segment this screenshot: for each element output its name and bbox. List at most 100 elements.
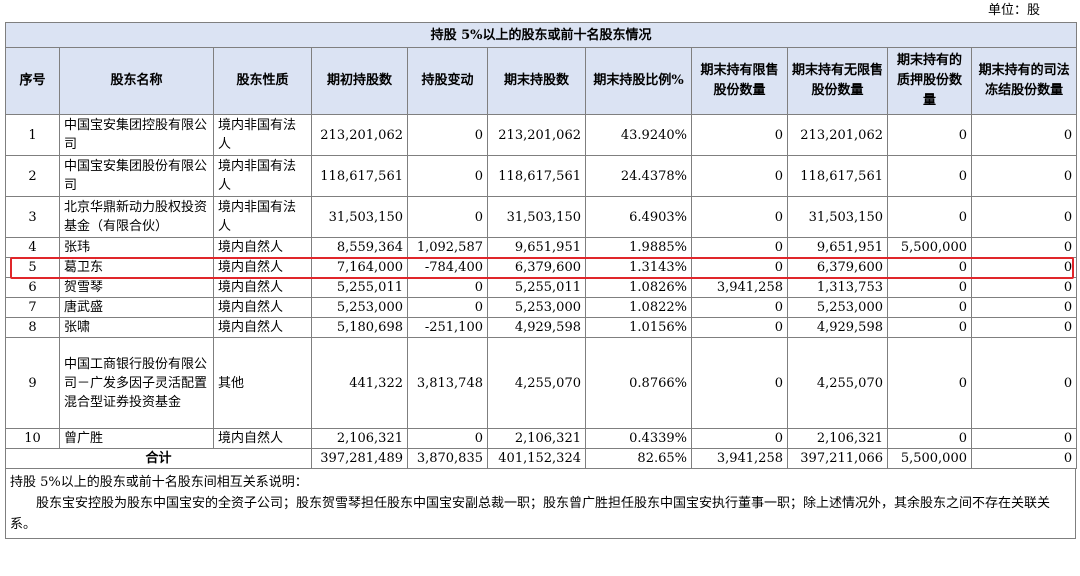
table-cell: 441,322 [311,337,408,429]
table-cell: 0 [970,337,1078,429]
table-row: 8 张啸 境内自然人 5,180,698 -251,100 4,929,598 1.0156… [5,317,1078,338]
table-cell: 0 [407,114,488,156]
table-cell: 4,929,598 [487,317,586,338]
table-cell: 0 [970,277,1078,298]
table-cell: 北京华鼎新动力股权投资基金（有限合伙） [59,196,214,238]
table-cell: 0 [887,257,972,278]
table-cell: 3 [5,196,60,238]
table-cell: 2 [5,155,60,197]
table-cell: 5,253,000 [311,297,408,318]
table-cell: 0 [407,196,488,238]
table-cell: 0 [407,155,488,197]
table-cell: 境内自然人 [213,257,312,278]
column-header: 股东性质 [213,47,312,115]
table-cell: 0.4339% [585,428,692,449]
table-row: 7 唐武盛 境内自然人 5,253,000 0 5,253,000 1.0822% 0 5,25… [5,297,1078,318]
table-cell: 1.0156% [585,317,692,338]
table-cell: 4,255,070 [487,337,586,429]
table-cell: -251,100 [407,317,488,338]
table-cell: 境内自然人 [213,277,312,298]
table-cell: 118,617,561 [787,155,888,197]
table-cell: 4,929,598 [787,317,888,338]
note-title: 持股 5%以上的股东或前十名股东间相互关系说明： [10,475,308,490]
table-cell: 中国宝安集团控股有限公司 [59,114,214,156]
table-cell: 5,500,000 [887,237,972,258]
table-cell: 0 [691,428,788,449]
total-cell: 397,211,066 [787,448,888,469]
total-cell: 5,500,000 [887,448,972,469]
table-row: 2 中国宝安集团股份有限公司 境内非国有法人 118,617,561 0 118,617,… [5,155,1078,197]
table-cell: 0 [970,237,1078,258]
table-row: 3 北京华鼎新动力股权投资基金（有限合伙） 境内非国有法人 31,503,150 0 31… [5,196,1078,238]
table-cell: 31,503,150 [311,196,408,238]
table-cell: 0 [691,155,788,197]
table-cell: 118,617,561 [311,155,408,197]
table-cell: 31,503,150 [487,196,586,238]
total-cell: 397,281,489 [311,448,408,469]
table-cell: 其他 [213,337,312,429]
table-cell: 0 [691,114,788,156]
column-header: 期末持股比例% [585,47,692,115]
table-cell: 6 [5,277,60,298]
table-row: 5 葛卫东 境内自然人 7,164,000 -784,400 6,379,600 1.314… [5,257,1078,278]
table-cell: 9 [5,337,60,429]
table-cell: 5,255,011 [311,277,408,298]
table-cell: 0 [970,297,1078,318]
table-cell: 0 [407,428,488,449]
table-cell: 境内非国有法人 [213,155,312,197]
table-cell: 118,617,561 [487,155,586,197]
table-cell: 5 [5,257,60,278]
table-cell: 213,201,062 [487,114,586,156]
column-header: 期初持股数 [311,47,408,115]
table-cell: 1.3143% [585,257,692,278]
table-cell: 6,379,600 [487,257,586,278]
table-cell: 1,092,587 [407,237,488,258]
table-row: 9 中国工商银行股份有限公司－广发多因子灵活配置混合型证券投资基金 其他 441,32… [5,337,1078,429]
table-cell: 0 [691,237,788,258]
table-cell: 2,106,321 [787,428,888,449]
table-cell: 5,253,000 [787,297,888,318]
total-cell: 3,941,258 [691,448,788,469]
table-cell: 张啸 [59,317,214,338]
total-label: 合计 [5,448,312,469]
total-cell: 0 [970,448,1078,469]
table-cell: 213,201,062 [311,114,408,156]
table-cell: 1.0826% [585,277,692,298]
table-cell: 0 [887,297,972,318]
table-caption: 持股 5%以上的股东或前十名股东情况 [4,22,1078,48]
table-row: 1 中国宝安集团控股有限公司 境内非国有法人 213,201,062 0 213,201,… [5,114,1078,156]
table-cell: 9,651,951 [787,237,888,258]
table-cell: 3,941,258 [691,277,788,298]
table-cell: 0 [887,155,972,197]
table-cell: 8 [5,317,60,338]
table-cell: 0 [887,317,972,338]
table-cell: 0 [407,277,488,298]
table-cell: 10 [5,428,60,449]
table-cell: 1.0822% [585,297,692,318]
table-cell: 6,379,600 [787,257,888,278]
table-cell: 3,813,748 [407,337,488,429]
relationship-note: 持股 5%以上的股东或前十名股东间相互关系说明： 股东宝安控股为股东中国宝安的全… [5,469,1076,539]
table-cell: 0 [691,297,788,318]
table-body: 1 中国宝安集团控股有限公司 境内非国有法人 213,201,062 0 213,201,… [5,114,1078,469]
table-cell: 0 [887,114,972,156]
table-cell: 213,201,062 [787,114,888,156]
total-cell: 82.65% [585,448,692,469]
table-cell: 0 [691,196,788,238]
table-cell: 6.4903% [585,196,692,238]
header-row: 序号 股东名称 股东性质 期初持股数 持股变动 期末持股数 期末持股比例% 期末持有限售股份数… [5,47,1078,115]
table-cell: 0 [691,257,788,278]
table-cell: 0 [691,317,788,338]
table-cell: 0 [691,337,788,429]
total-cell: 3,870,835 [407,448,488,469]
column-header: 期末持有的质押股份数量 [887,47,972,115]
table-cell: 境内自然人 [213,297,312,318]
column-header: 期末持股数 [487,47,586,115]
table-cell: 1,313,753 [787,277,888,298]
table-cell: 境内自然人 [213,428,312,449]
column-header: 期末持有限售股份数量 [691,47,788,115]
table-cell: 24.4378% [585,155,692,197]
table-cell: 0 [970,257,1078,278]
table-cell: 1 [5,114,60,156]
table-row: 10 曾广胜 境内自然人 2,106,321 0 2,106,321 0.4339% 0 2,1… [5,428,1078,449]
